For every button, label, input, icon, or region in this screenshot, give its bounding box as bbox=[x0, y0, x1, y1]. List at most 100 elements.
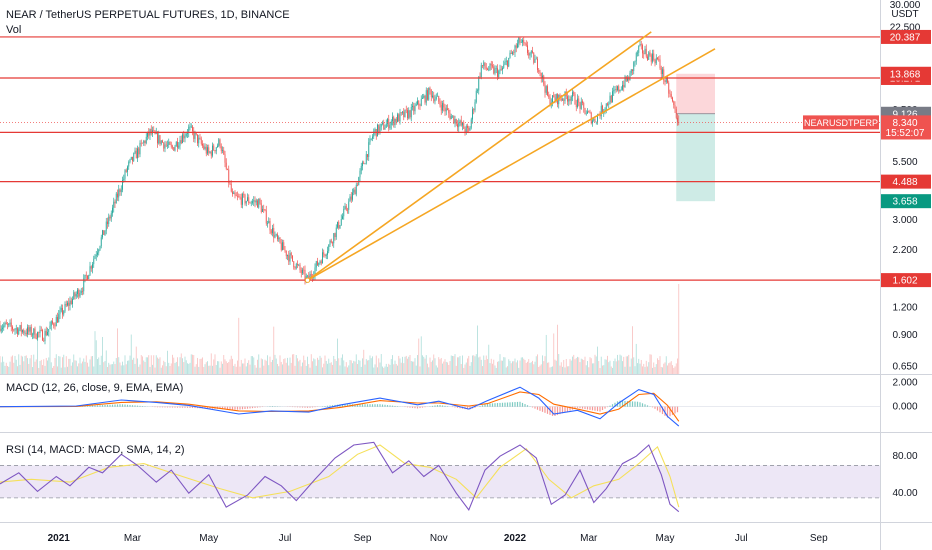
volume-bar bbox=[113, 361, 115, 374]
candle-body bbox=[515, 45, 517, 48]
volume-bar bbox=[100, 355, 102, 374]
macd-histogram-bar bbox=[99, 405, 101, 407]
macd-histogram-bar bbox=[411, 406, 414, 408]
volume-bar bbox=[487, 359, 488, 374]
volume-bar bbox=[45, 357, 47, 374]
volume-bar bbox=[123, 365, 125, 374]
candle-body bbox=[248, 197, 250, 203]
candle-body bbox=[297, 263, 298, 265]
volume-bar bbox=[489, 363, 491, 374]
candle-body bbox=[160, 140, 162, 144]
candle-body bbox=[287, 255, 288, 257]
candle-body bbox=[664, 80, 666, 83]
volume-bar bbox=[117, 328, 118, 374]
candle-body bbox=[395, 118, 397, 122]
candle-body bbox=[600, 105, 602, 117]
candle-body bbox=[288, 255, 290, 262]
volume-bar bbox=[105, 350, 107, 374]
volume-bar bbox=[482, 366, 483, 374]
short-position-tool[interactable] bbox=[676, 73, 715, 202]
volume-bar bbox=[354, 361, 356, 374]
candle-body bbox=[643, 53, 645, 54]
volume-bar bbox=[375, 355, 377, 374]
volume-bar bbox=[229, 359, 231, 374]
volume-bar bbox=[340, 357, 342, 374]
volume-bar bbox=[189, 362, 191, 374]
candle-body bbox=[657, 57, 658, 59]
candle-body bbox=[400, 112, 402, 113]
trendlines[interactable] bbox=[304, 31, 716, 283]
macd-histogram-bar bbox=[494, 403, 496, 407]
macd-histogram-bar bbox=[644, 404, 646, 407]
macd-histogram-bar bbox=[424, 406, 426, 408]
volume-bar bbox=[490, 358, 492, 374]
volume-bar bbox=[537, 354, 538, 374]
volume-bar bbox=[528, 359, 530, 374]
candle-body bbox=[277, 234, 278, 240]
candle-body bbox=[137, 148, 138, 159]
volume-bar bbox=[563, 359, 565, 374]
candle-body bbox=[512, 52, 513, 54]
candle-body bbox=[555, 94, 557, 101]
candle-body bbox=[403, 111, 405, 117]
candle-body bbox=[455, 118, 457, 125]
candle-body bbox=[639, 44, 641, 46]
volume-bar bbox=[618, 360, 620, 374]
candle-body bbox=[569, 98, 571, 101]
candle-body bbox=[575, 104, 577, 108]
candle-body bbox=[85, 274, 87, 276]
volume-bar bbox=[83, 358, 85, 374]
macd-histogram-bar bbox=[191, 406, 194, 409]
volume-bar bbox=[14, 355, 16, 374]
volume-bar bbox=[103, 362, 105, 374]
horizontal-levels[interactable] bbox=[0, 36, 880, 281]
candle-body bbox=[405, 109, 407, 111]
macd-histogram-bar bbox=[234, 406, 236, 410]
macd-histogram-bar bbox=[504, 402, 506, 407]
volume-bar bbox=[364, 364, 366, 374]
candle-body bbox=[392, 116, 393, 122]
volume-bar bbox=[312, 361, 313, 374]
volume-bar bbox=[667, 365, 668, 374]
volume-bar bbox=[249, 364, 251, 374]
candle-body bbox=[533, 52, 535, 63]
macd-histogram-bar bbox=[314, 406, 316, 408]
volume-bar bbox=[69, 358, 71, 374]
volume-bar bbox=[573, 354, 575, 374]
candle-body bbox=[655, 57, 657, 64]
candle-body bbox=[64, 304, 66, 312]
candle-body bbox=[368, 142, 370, 157]
x-tick-label: May bbox=[199, 533, 218, 544]
volume-bar bbox=[192, 354, 193, 374]
candle-body bbox=[4, 322, 6, 326]
candle-body bbox=[44, 330, 46, 341]
candle-body bbox=[280, 242, 282, 250]
candle-body bbox=[284, 249, 286, 251]
volume-bar bbox=[462, 355, 463, 374]
candle-body bbox=[113, 201, 115, 208]
volume-bar bbox=[630, 358, 632, 374]
volume-bar bbox=[155, 355, 157, 374]
volume-bar bbox=[125, 364, 127, 374]
volume-bar bbox=[623, 356, 625, 374]
macd-histogram-bar bbox=[374, 404, 376, 407]
candle-body bbox=[540, 72, 542, 78]
candle-body bbox=[262, 209, 263, 212]
macd-histogram-bar bbox=[556, 406, 559, 416]
candle-body bbox=[5, 322, 7, 325]
volume-bar bbox=[465, 362, 467, 374]
candle-body bbox=[385, 123, 387, 128]
candle-body bbox=[427, 90, 428, 100]
volume-bar bbox=[368, 360, 370, 374]
volume-bar bbox=[222, 363, 223, 374]
candle-body bbox=[653, 53, 655, 60]
volume-bar bbox=[15, 359, 17, 374]
candle-body bbox=[148, 131, 150, 136]
volume-bar bbox=[287, 357, 288, 374]
candle-body bbox=[45, 330, 47, 336]
candle-body bbox=[23, 330, 25, 334]
macd-histogram-bar bbox=[389, 405, 391, 407]
candle-body bbox=[542, 75, 543, 78]
candle-body bbox=[462, 122, 463, 126]
volume-bar bbox=[233, 365, 235, 374]
